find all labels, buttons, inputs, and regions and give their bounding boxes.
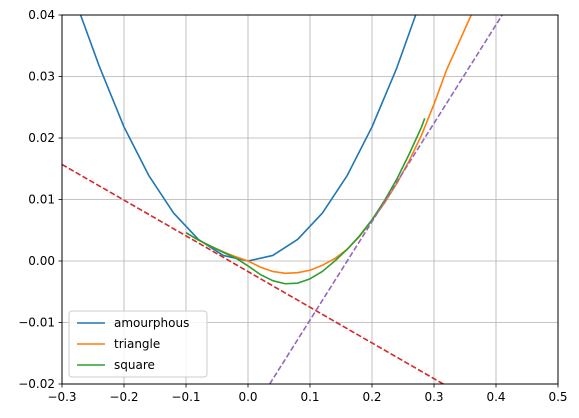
x-tick-label: 0.4 <box>486 390 505 404</box>
series-line-amourphous <box>79 15 417 262</box>
x-tick-label: −0.2 <box>109 390 138 404</box>
x-tick-label: −0.1 <box>171 390 200 404</box>
legend-label: amourphous <box>114 316 189 330</box>
x-tick-label: 0.0 <box>238 390 257 404</box>
series-line-triangle <box>185 15 472 275</box>
series-group <box>62 15 503 384</box>
x-tick-label: 0.5 <box>548 390 567 404</box>
x-tick-label: 0.2 <box>362 390 381 404</box>
y-tick-label: 0.00 <box>28 254 55 268</box>
y-tick-label: 0.02 <box>28 131 55 145</box>
axis-ticks: −0.3 −0.2 −0.1 0.0 0.1 0.2 0.3 0.4 0.5 −0.02 −0.01… <box>18 8 567 404</box>
reference-dashed-line <box>269 15 503 384</box>
y-tick-label: −0.01 <box>18 316 55 330</box>
reference-dashed-line <box>62 163 444 384</box>
x-tick-label: 0.1 <box>300 390 319 404</box>
legend-box <box>68 310 208 378</box>
x-tick-label: −0.3 <box>47 390 76 404</box>
legend: amourphous triangle square <box>68 310 208 378</box>
y-tick-label: 0.03 <box>28 70 55 84</box>
y-tick-label: 0.01 <box>28 193 55 207</box>
y-tick-label: −0.02 <box>18 377 55 391</box>
series-line-square <box>185 118 426 285</box>
x-tick-label: 0.3 <box>424 390 443 404</box>
legend-label: square <box>114 358 155 372</box>
legend-label: triangle <box>114 337 160 351</box>
y-tick-label: 0.04 <box>28 8 55 22</box>
